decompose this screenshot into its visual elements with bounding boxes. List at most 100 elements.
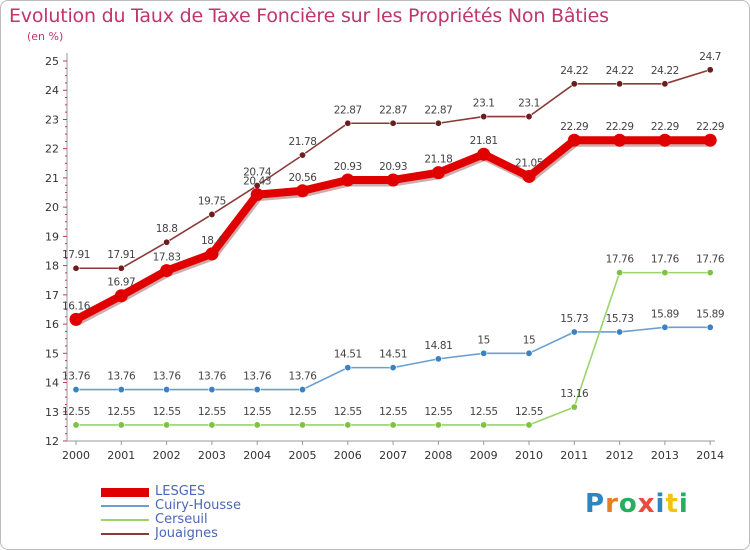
data-point-cuiry-housse (525, 349, 533, 357)
x-tick-label: 2000 (62, 449, 90, 462)
data-label-jouaignes: 22.87 (379, 104, 407, 116)
chart-subtitle: (en %) (27, 30, 64, 43)
y-tick-label: 15 (45, 347, 59, 360)
y-tick-label: 13 (45, 406, 59, 419)
data-label-jouaignes: 24.22 (560, 65, 588, 77)
data-point-cuiry-housse (163, 386, 171, 394)
data-label-cerseuil: 12.55 (515, 406, 543, 418)
data-point-lesges (613, 133, 627, 147)
data-label-jouaignes: 17.91 (107, 249, 135, 261)
chart-title: Evolution du Taux de Taxe Foncière sur l… (9, 5, 609, 27)
data-point-lesges (431, 166, 445, 180)
data-point-cerseuil (253, 421, 261, 429)
y-tick-label: 25 (45, 55, 59, 68)
x-tick-label: 2006 (334, 449, 362, 462)
data-label-cerseuil: 13.16 (560, 388, 589, 400)
y-tick-label: 18 (45, 260, 59, 273)
x-tick-label: 2002 (153, 449, 181, 462)
data-label-cerseuil: 12.55 (470, 406, 498, 418)
data-point-lesges (250, 188, 264, 202)
data-point-jouaignes (661, 80, 669, 88)
data-point-cerseuil (434, 421, 442, 429)
data-label-jouaignes: 23.1 (473, 98, 495, 110)
data-label-cuiry-housse: 13.76 (198, 371, 227, 383)
data-point-jouaignes (389, 119, 397, 127)
x-tick-label: 2003 (198, 449, 226, 462)
data-point-jouaignes (570, 80, 578, 88)
data-label-cerseuil: 17.76 (696, 254, 725, 266)
data-label-cuiry-housse: 14.81 (424, 340, 452, 352)
data-label-cuiry-housse: 13.76 (107, 371, 136, 383)
data-point-cuiry-housse (253, 386, 261, 394)
data-point-cerseuil (661, 269, 669, 277)
data-label-jouaignes: 20.74 (243, 167, 272, 179)
data-label-jouaignes: 24.22 (651, 65, 679, 77)
data-point-cuiry-housse (570, 328, 578, 336)
data-point-cerseuil (298, 421, 306, 429)
data-label-cuiry-housse: 14.51 (334, 349, 362, 361)
data-label-cerseuil: 12.55 (379, 406, 407, 418)
data-point-jouaignes (117, 264, 125, 272)
x-tick-label: 2004 (243, 449, 271, 462)
y-tick-label: 22 (45, 143, 59, 156)
y-tick-label: 24 (45, 84, 59, 97)
x-tick-label: 2014 (696, 449, 724, 462)
chart-legend: LESGES Cuiry-Housse Cerseuil Jouaignes (101, 485, 241, 541)
data-label-cuiry-housse: 15 (523, 334, 536, 346)
data-label-lesges: 21.05 (515, 157, 543, 169)
x-tick-label: 2011 (560, 449, 588, 462)
x-tick-label: 2001 (107, 449, 135, 462)
data-label-jouaignes: 24.7 (699, 51, 721, 63)
data-point-jouaignes (706, 66, 714, 74)
data-label-cerseuil: 12.55 (424, 406, 452, 418)
data-label-jouaignes: 21.78 (288, 136, 316, 148)
data-label-lesges: 22.29 (651, 121, 679, 133)
data-point-cerseuil (208, 421, 216, 429)
legend-label-cuiry-housse: Cuiry-Housse (155, 498, 241, 513)
x-tick-label: 2012 (606, 449, 634, 462)
data-point-jouaignes (480, 113, 488, 121)
data-label-cuiry-housse: 13.76 (153, 371, 182, 383)
data-point-cerseuil (72, 421, 80, 429)
data-label-jouaignes: 22.87 (334, 104, 362, 116)
data-label-cerseuil: 12.55 (153, 406, 181, 418)
data-point-cuiry-housse (117, 386, 125, 394)
data-point-cerseuil (525, 421, 533, 429)
data-label-lesges: 20.93 (379, 161, 407, 173)
y-tick-label: 23 (45, 113, 59, 126)
data-label-cuiry-housse: 15 (477, 334, 490, 346)
y-tick-label: 21 (45, 172, 59, 185)
data-point-lesges (69, 312, 83, 326)
data-label-lesges: 16.97 (107, 277, 135, 289)
data-point-cerseuil (570, 403, 578, 411)
data-point-jouaignes (163, 238, 171, 246)
data-point-lesges (114, 289, 128, 303)
data-label-cuiry-housse: 13.76 (288, 371, 317, 383)
legend-item-jouaignes: Jouaignes (101, 527, 241, 541)
data-point-cerseuil (616, 269, 624, 277)
data-label-cerseuil: 12.55 (334, 406, 362, 418)
data-label-lesges: 18.4 (201, 235, 223, 247)
data-point-cuiry-housse (706, 323, 714, 331)
data-label-cerseuil: 17.76 (651, 254, 680, 266)
data-point-cuiry-housse (661, 323, 669, 331)
data-point-lesges (160, 264, 174, 278)
x-tick-label: 2007 (379, 449, 407, 462)
legend-item-cerseuil: Cerseuil (101, 513, 241, 527)
data-label-cerseuil: 12.55 (198, 406, 226, 418)
y-tick-label: 20 (45, 201, 59, 214)
data-label-lesges: 22.29 (606, 121, 634, 133)
data-label-cerseuil: 12.55 (107, 406, 135, 418)
data-point-lesges (386, 173, 400, 187)
data-point-lesges (658, 133, 672, 147)
data-point-cerseuil (344, 421, 352, 429)
data-label-jouaignes: 19.75 (198, 195, 226, 207)
data-label-cuiry-housse: 15.73 (606, 313, 634, 325)
data-point-lesges (296, 184, 309, 198)
data-point-lesges (567, 133, 581, 147)
data-label-cuiry-housse: 15.89 (651, 308, 679, 320)
legend-label-cerseuil: Cerseuil (155, 512, 208, 527)
y-tick-label: 19 (45, 230, 59, 243)
data-point-lesges (703, 133, 717, 147)
